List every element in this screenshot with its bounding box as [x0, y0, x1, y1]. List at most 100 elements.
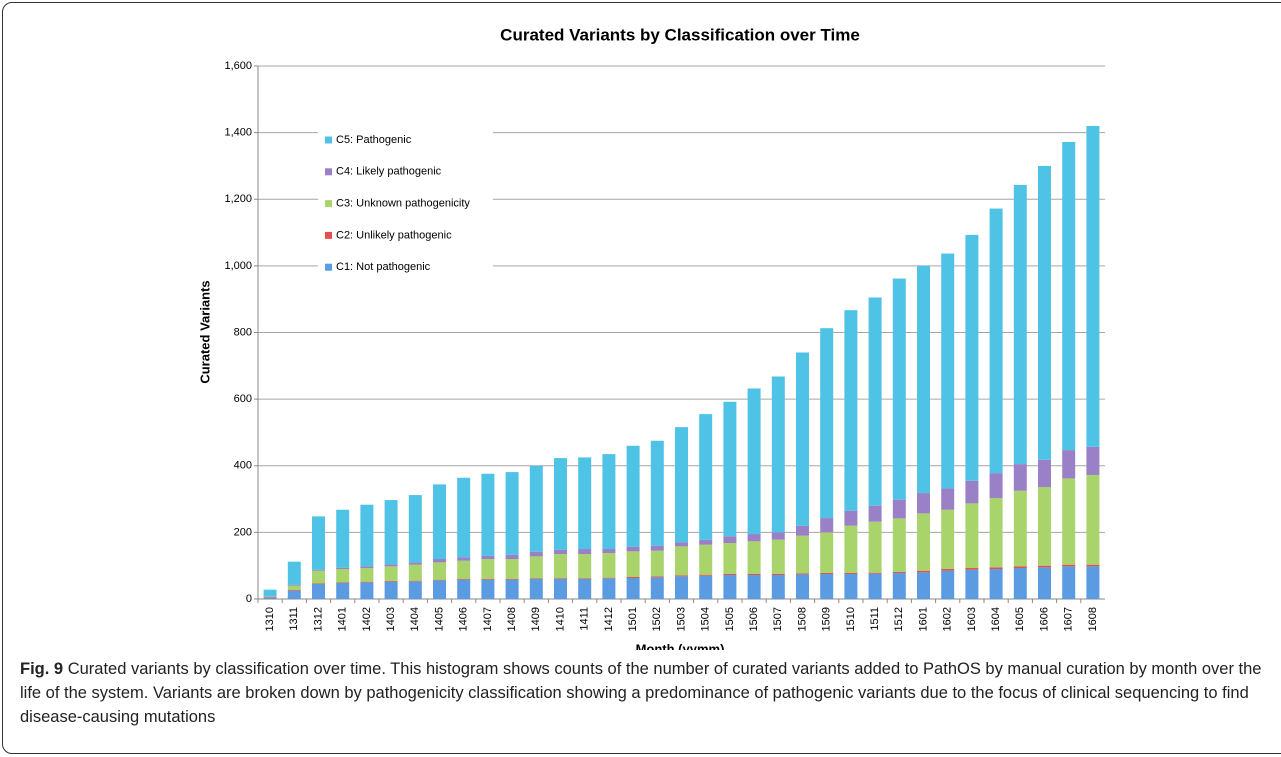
- bar-segment: [747, 574, 761, 576]
- bar-segment: [675, 546, 688, 576]
- bar-segment: [1062, 478, 1076, 565]
- bar-segment: [626, 551, 640, 578]
- bar-segment: [457, 579, 471, 580]
- bar-segment: [868, 521, 882, 573]
- chart: Curated Variants by Classification over …: [197, 25, 1105, 650]
- bar-segment: [771, 539, 785, 575]
- bar-segment: [554, 579, 567, 599]
- bar-segment: [796, 535, 809, 574]
- bar-segment: [312, 569, 325, 571]
- bar-segment: [675, 427, 688, 543]
- bar-segment: [626, 577, 640, 579]
- bar-segment: [554, 554, 567, 579]
- bar-segment: [965, 569, 979, 599]
- bar-segment: [892, 572, 906, 574]
- bar-segment: [1013, 464, 1027, 491]
- bar-segment: [602, 553, 616, 578]
- bar-segment: [384, 581, 398, 599]
- bar-segment: [578, 579, 592, 599]
- x-tick-label: 1404: [409, 607, 421, 631]
- x-tick-label: 1501: [627, 607, 639, 631]
- bar-segment: [1062, 450, 1076, 479]
- y-tick-label: 800: [234, 326, 252, 338]
- x-tick-label: 1402: [361, 607, 373, 631]
- legend-label: C5: Pathogenic: [336, 134, 412, 146]
- bar-segment: [1086, 475, 1100, 565]
- bar-segment: [747, 534, 761, 542]
- bar-segment: [578, 549, 592, 555]
- legend-label: C3: Unknown pathogenicity: [336, 198, 470, 210]
- bar-segment: [723, 401, 737, 537]
- bar-segment: [1086, 446, 1100, 476]
- bar-segment: [1013, 566, 1027, 569]
- bar-segment: [650, 576, 664, 578]
- bar-segment: [554, 458, 567, 550]
- bar-segment: [505, 579, 519, 599]
- bar-segment: [868, 573, 882, 599]
- bar-segment: [796, 525, 809, 536]
- y-axis-title: Curated Variants: [197, 280, 212, 383]
- bar-segment: [408, 581, 422, 599]
- bar-segment: [675, 542, 688, 547]
- bar-segment: [844, 510, 858, 526]
- bar-segment: [336, 509, 350, 568]
- bar-segment: [336, 567, 350, 570]
- x-tick-label: 1603: [966, 607, 978, 631]
- bar-segment: [360, 582, 374, 599]
- bar-segment: [965, 568, 979, 570]
- bar-segment: [917, 572, 930, 599]
- bar-segment: [433, 562, 446, 580]
- bar-segment: [771, 575, 785, 599]
- bar-segment: [1062, 564, 1076, 567]
- bar-segment: [384, 581, 398, 582]
- bar-segment: [360, 568, 374, 582]
- bar-segment: [1086, 566, 1100, 599]
- legend-swatch: [325, 231, 332, 239]
- bar-segment: [263, 596, 277, 598]
- bar-segment: [771, 574, 785, 576]
- bar-segment: [554, 578, 567, 580]
- bar-segment: [457, 477, 471, 558]
- x-tick-label: 1412: [603, 607, 615, 631]
- x-tick-label: 1405: [433, 607, 445, 631]
- x-tick-label: 1311: [288, 607, 300, 631]
- bar-segment: [820, 328, 834, 519]
- bar-segment: [578, 457, 592, 550]
- bar-segment: [554, 549, 567, 555]
- bar-segment: [433, 579, 446, 581]
- x-tick-label: 1508: [796, 607, 808, 631]
- bar-segment: [844, 525, 858, 574]
- legend-swatch: [325, 200, 332, 208]
- bar-segment: [263, 597, 277, 599]
- bar-segment: [578, 578, 592, 580]
- bar-segment: [408, 495, 422, 563]
- bar-segment: [796, 352, 809, 526]
- bar-segment: [723, 543, 737, 575]
- bar-segment: [287, 561, 301, 585]
- bar-segment: [529, 579, 543, 599]
- bar-segment: [529, 551, 543, 557]
- bar-segment: [529, 465, 543, 552]
- bar-segment: [820, 574, 834, 599]
- bar-segment: [578, 554, 592, 579]
- bar-segment: [312, 516, 325, 570]
- bar-segment: [312, 570, 325, 584]
- bar-segment: [1013, 490, 1027, 567]
- bar-segment: [747, 388, 761, 535]
- bar-segment: [723, 536, 737, 544]
- x-tick-label: 1406: [458, 607, 470, 631]
- bar-segment: [312, 583, 325, 585]
- x-tick-label: 1607: [1063, 607, 1075, 631]
- bar-segment: [917, 513, 930, 571]
- bar-segment: [989, 569, 1003, 599]
- bar-segment: [408, 580, 422, 582]
- legend-box: [318, 128, 493, 278]
- x-tick-label: 1312: [312, 607, 324, 631]
- y-tick-label: 400: [234, 460, 252, 472]
- bar-segment: [1038, 165, 1051, 460]
- bar-segment: [287, 584, 301, 586]
- bar-segment: [336, 583, 350, 599]
- bar-segment: [917, 265, 930, 494]
